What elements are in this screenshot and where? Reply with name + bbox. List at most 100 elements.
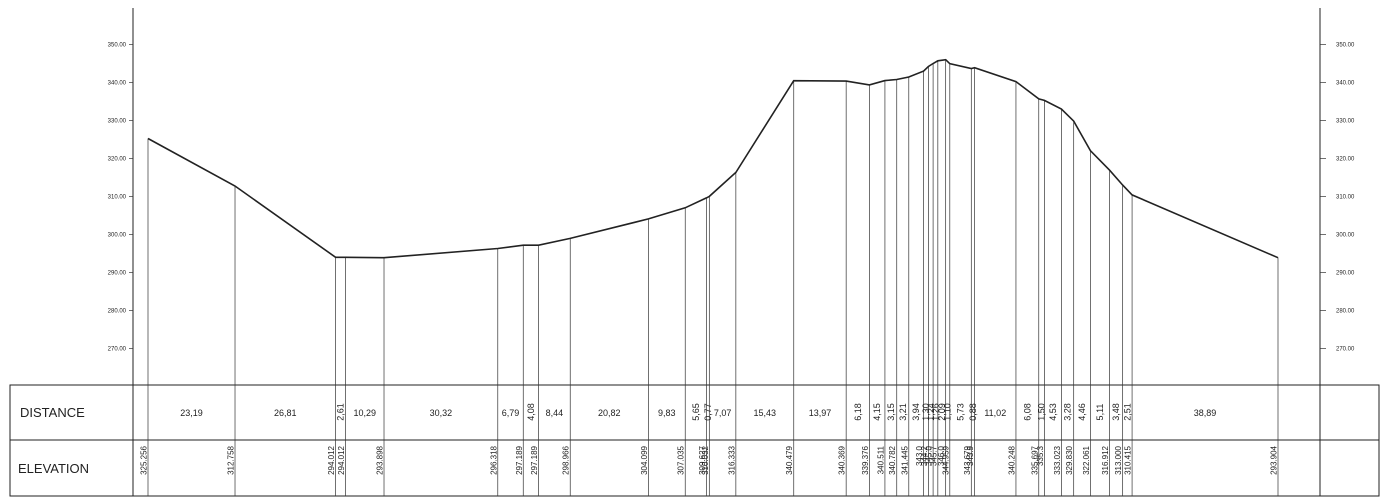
elevation-label: 340.369: [838, 445, 847, 474]
left-tick-label: 270.00: [108, 347, 127, 353]
right-tick-label: 280.00: [1336, 309, 1355, 315]
elevation-label: 322.061: [1082, 445, 1091, 474]
distance-labels: 23,19 26,81 2,61 10,29 30,32 6,79 4,08 8,44 20,8…: [180, 403, 1216, 421]
elevation-label: 297.189: [515, 445, 524, 474]
left-tick-label: 310.00: [108, 195, 127, 201]
distance-label: 23,19: [180, 408, 203, 418]
distance-label: 4,08: [526, 403, 536, 421]
elevation-label: 340.248: [1007, 445, 1016, 474]
distance-label: 3,28: [1063, 403, 1073, 421]
elevation-label: 307.035: [677, 445, 686, 474]
distance-label: 3,15: [886, 403, 896, 421]
distance-label: 11,02: [984, 408, 1006, 418]
right-tick-label: 350.00: [1336, 43, 1355, 49]
elevation-label: 312.758: [227, 445, 236, 474]
elevation-label: 345.0: [925, 445, 934, 466]
left-tick-label: 300.00: [108, 233, 127, 239]
distance-label: 1,26: [930, 403, 940, 421]
elevation-labels: 325.256 312.758 294.012 294.012 293.898 296.3…: [140, 445, 1279, 474]
elevation-label: 297.189: [530, 445, 539, 474]
elevation-label: 340.479: [785, 445, 794, 474]
elevation-label: 325.256: [140, 445, 149, 474]
left-tick-label: 290.00: [108, 271, 127, 277]
elevation-label: 313.000: [1114, 445, 1123, 474]
elevation-label: 296.318: [489, 445, 498, 474]
elevation-label: 341.445: [900, 445, 909, 474]
distance-label: 6,79: [502, 408, 520, 418]
elevation-label: 294.012: [327, 445, 336, 474]
elevation-row-title: ELEVATION: [18, 461, 89, 476]
elevation-label: 340.511: [876, 445, 885, 474]
distance-label: 1,24: [926, 403, 936, 421]
distance-label: 5,65: [691, 403, 701, 421]
elevation-label: 310.032: [701, 445, 710, 474]
elevation-label: 298.966: [562, 445, 571, 474]
distance-label: 6,08: [1022, 403, 1032, 421]
station-lines: [147, 59, 1279, 496]
right-tick-label: 320.00: [1336, 157, 1355, 163]
distance-label: 3,94: [911, 403, 921, 421]
distance-label: 2,51: [1122, 403, 1132, 421]
terrain-line: [147, 58, 1279, 259]
elevation-label: 333.023: [1053, 445, 1062, 474]
elevation-label: 304.099: [640, 445, 649, 474]
frame: [9, 8, 1380, 497]
distance-label: 6,18: [853, 403, 863, 421]
elevation-label: 310.415: [1124, 445, 1133, 474]
distance-label: 0,88: [968, 403, 978, 421]
elevation-label: 294.012: [337, 445, 346, 474]
elevation-label: 344.2: [920, 445, 929, 466]
elevation-label: 293.898: [376, 445, 385, 474]
elevation-label: 343.9: [966, 445, 975, 466]
elevation-label: 316.912: [1101, 445, 1110, 474]
distance-label: 8,44: [546, 408, 564, 418]
elevation-label: 344.959: [941, 445, 950, 474]
elevation-label: 329.830: [1065, 445, 1074, 474]
distance-label: 5,11: [1095, 404, 1105, 421]
elevation-label: 335.3: [1036, 445, 1045, 466]
distance-label: 9,83: [658, 408, 676, 418]
left-tick-label: 340.00: [108, 81, 127, 87]
left-y-axis-ticks: 350.00 340.00 330.00 320.00 310.00 300.00 290.…: [108, 43, 133, 353]
right-tick-label: 340.00: [1336, 81, 1355, 87]
distance-label: 4,46: [1077, 403, 1087, 421]
elevation-label: 340.782: [888, 445, 897, 474]
distance-label: 4,53: [1048, 403, 1058, 421]
distance-label: 20,82: [598, 408, 621, 418]
distance-label: 26,81: [274, 408, 297, 418]
distance-label: 1,50: [1037, 403, 1047, 421]
elevation-label: 335.697: [1030, 445, 1039, 474]
left-tick-label: 320.00: [108, 157, 127, 163]
terrain-line-layer: [147, 58, 1279, 259]
distance-label: 4,15: [872, 403, 882, 421]
right-tick-label: 330.00: [1336, 119, 1355, 125]
right-y-axis-ticks: 350.00 340.00 330.00 320.00 310.00 300.00 290.…: [1320, 43, 1355, 353]
distance-label: 1,10: [943, 403, 953, 421]
distance-label: 2,09: [937, 403, 947, 421]
right-tick-label: 290.00: [1336, 271, 1355, 277]
elevation-label: 339.376: [861, 445, 870, 474]
right-tick-label: 310.00: [1336, 195, 1355, 201]
distance-label: 15,43: [754, 408, 777, 418]
distance-label: 1,30: [921, 403, 931, 421]
elevation-label: 345.7: [929, 445, 938, 466]
distance-label: 5,73: [956, 403, 966, 421]
distance-label: 0,77: [703, 403, 713, 421]
elevation-label: 343.679: [963, 445, 972, 474]
distance-label: 3,48: [1111, 403, 1121, 421]
distance-label: 2,61: [336, 403, 346, 421]
elevation-label: 346.0: [937, 445, 946, 466]
right-tick-label: 300.00: [1336, 233, 1355, 239]
left-tick-label: 280.00: [108, 309, 127, 315]
left-tick-label: 350.00: [108, 43, 127, 49]
left-tick-label: 330.00: [108, 119, 127, 125]
elevation-label: 293.904: [1270, 445, 1279, 474]
distance-label: 38,89: [1194, 408, 1217, 418]
right-tick-label: 270.00: [1336, 347, 1355, 353]
distance-row-title: DISTANCE: [20, 405, 85, 420]
elevation-label: 343.0: [915, 445, 924, 466]
distance-label: 10,29: [353, 408, 376, 418]
elevation-label: 316.333: [727, 445, 736, 474]
distance-label: 30,32: [430, 408, 453, 418]
